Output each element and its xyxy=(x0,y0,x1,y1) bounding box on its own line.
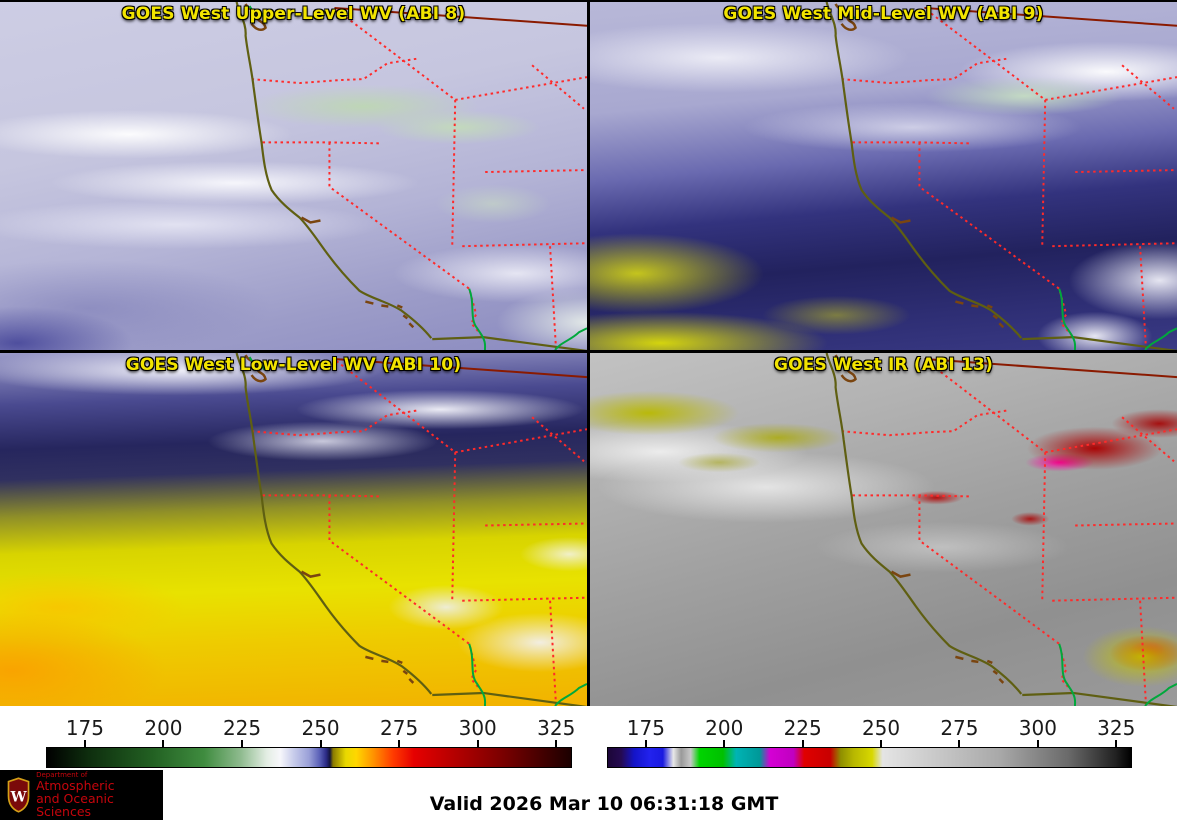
ir-colorbar-tick-label: 250 xyxy=(861,716,901,740)
logo-oceanic-line: and Oceanic Sciences xyxy=(36,791,114,820)
panel-low-level-wv: GOES West Low-Level WV (ABI 10) xyxy=(0,353,587,706)
uw-aos-logo: W Department of Atmospheric and Oceanic … xyxy=(0,770,163,820)
panel-title-mid-level-wv: GOES West Mid-Level WV (ABI 9) xyxy=(723,4,1044,24)
wv-colorbar-tick xyxy=(476,740,479,747)
map-overlay xyxy=(235,353,587,706)
map-overlay xyxy=(235,2,587,350)
ir-colorbar-tick-label: 175 xyxy=(626,716,665,740)
wv-colorbar-tick xyxy=(162,740,165,747)
satellite-image-upper-level-wv xyxy=(0,2,587,350)
wv-colorbar-tick-label: 225 xyxy=(222,716,262,740)
ir-colorbar-tick xyxy=(880,740,883,747)
wv-colorbar-tick-label: 175 xyxy=(65,716,105,740)
ir-colorbar-tick xyxy=(801,740,804,747)
colorbar-footer-area: 175 200 225 250 275 300 325 175 200 225 … xyxy=(0,706,1177,820)
ir-colorbar-tick xyxy=(1036,740,1039,747)
ir-colorbar-tick xyxy=(1115,740,1118,747)
wv-colorbar: 175 200 225 250 275 300 325 xyxy=(46,706,576,770)
logo-atmospheric-line: Atmospheric xyxy=(36,777,115,793)
wv-colorbar-tick xyxy=(555,740,558,747)
ir-colorbar-tick-label: 325 xyxy=(1097,716,1136,740)
satellite-image-low-level-wv xyxy=(0,353,587,706)
wv-colorbar-tick xyxy=(241,740,244,747)
ir-colorbar-tick xyxy=(958,740,961,747)
wv-colorbar-tick-label: 200 xyxy=(144,716,183,740)
ir-colorbar-tick-label: 200 xyxy=(705,716,744,740)
ir-colorbar: 175 200 225 250 275 300 325 xyxy=(607,706,1136,770)
panel-grid: GOES West Upper-Level WV (ABI 8) GOES We… xyxy=(0,0,1177,706)
ir-colorbar-tick xyxy=(723,740,726,747)
panel-title-low-level-wv: GOES West Low-Level WV (ABI 10) xyxy=(125,355,462,375)
svg-text:W: W xyxy=(10,790,28,806)
satellite-image-ir xyxy=(590,353,1177,706)
uw-aos-logo-text: Department of Atmospheric and Oceanic Sc… xyxy=(36,770,163,820)
valid-time-label: Valid 2026 Mar 10 06:31:18 GMT xyxy=(429,793,779,815)
panel-title-ir: GOES West IR (ABI 13) xyxy=(773,355,994,375)
ir-colorbar-tick-label: 275 xyxy=(940,716,979,740)
map-overlay xyxy=(825,353,1177,706)
ir-colorbar-tick xyxy=(644,740,647,747)
satellite-image-mid-level-wv xyxy=(590,2,1177,350)
panel-ir: GOES West IR (ABI 13) xyxy=(590,353,1177,706)
wv-colorbar-tick-label: 275 xyxy=(380,716,419,740)
panel-upper-level-wv: GOES West Upper-Level WV (ABI 8) xyxy=(0,2,587,350)
uw-crest-icon: W xyxy=(7,777,30,813)
logo-dept-line: Department of xyxy=(36,770,88,779)
wv-colorbar-gradient xyxy=(46,747,572,768)
panel-title-upper-level-wv: GOES West Upper-Level WV (ABI 8) xyxy=(121,4,466,24)
ir-colorbar-tick-label: 300 xyxy=(1018,716,1057,740)
ir-colorbar-tick-label: 225 xyxy=(783,716,822,740)
wv-colorbar-tick xyxy=(83,740,86,747)
wv-colorbar-tick-label: 250 xyxy=(301,716,340,740)
wv-colorbar-tick-label: 300 xyxy=(458,716,497,740)
wv-colorbar-tick xyxy=(398,740,401,747)
map-overlay xyxy=(825,2,1177,350)
panel-mid-level-wv: GOES West Mid-Level WV (ABI 9) xyxy=(590,2,1177,350)
ir-colorbar-gradient xyxy=(607,747,1132,768)
wv-colorbar-tick xyxy=(319,740,322,747)
wv-colorbar-tick-label: 325 xyxy=(537,716,576,740)
